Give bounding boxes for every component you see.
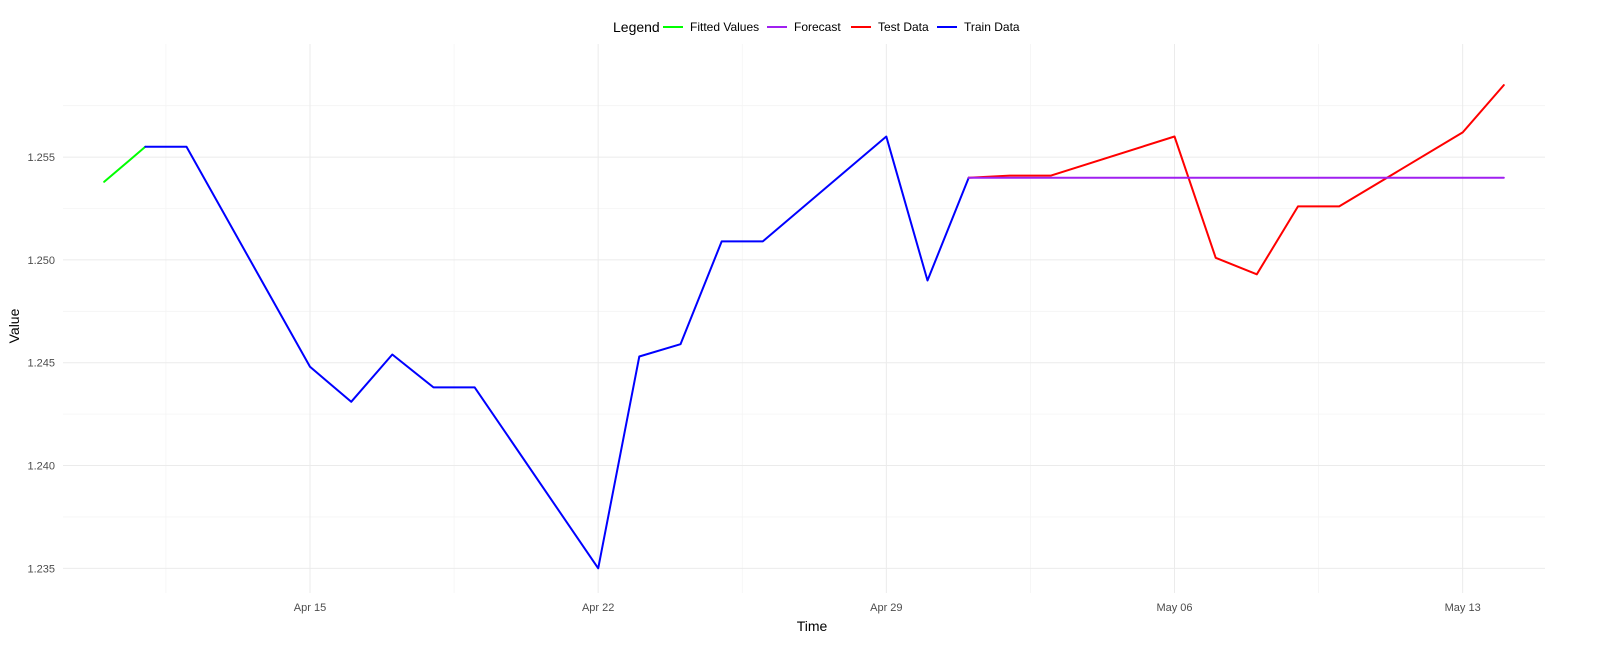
y-tick-label: 1.240 [27, 461, 55, 473]
x-tick-label: Apr 22 [582, 602, 614, 614]
x-tick-label: Apr 29 [870, 602, 902, 614]
legend-title: Legend [613, 19, 660, 35]
y-tick-label: 1.235 [27, 563, 55, 575]
series-line-train-data [144, 135, 970, 570]
y-axis-title: Value [6, 308, 22, 343]
x-axis-ticks: Apr 15 Apr 22 Apr 29 May 06 May 13 [294, 602, 1481, 614]
x-tick-label: May 13 [1445, 602, 1481, 614]
series-lines [103, 84, 1505, 570]
legend-label-train-data: Train Data [964, 20, 1020, 34]
x-tick-label: Apr 15 [294, 602, 326, 614]
series-line-test-data [967, 84, 1505, 276]
y-tick-label: 1.255 [27, 152, 55, 164]
grid [63, 44, 1545, 593]
y-tick-label: 1.245 [27, 358, 55, 370]
y-axis-ticks: 1.235 1.240 1.245 1.250 1.255 [27, 152, 55, 575]
y-tick-label: 1.250 [27, 255, 55, 267]
legend-label-fitted-values: Fitted Values [690, 20, 759, 34]
legend-items: Fitted Values Forecast Test Data Train Data [663, 20, 1020, 34]
x-axis-title: Time [797, 618, 828, 634]
legend-label-forecast: Forecast [794, 20, 841, 34]
series-line-fitted-values [103, 145, 147, 183]
x-tick-label: May 06 [1156, 602, 1192, 614]
legend: Legend Fitted Values Forecast Test Data Tra… [613, 19, 1020, 35]
legend-label-test-data: Test Data [878, 20, 929, 34]
